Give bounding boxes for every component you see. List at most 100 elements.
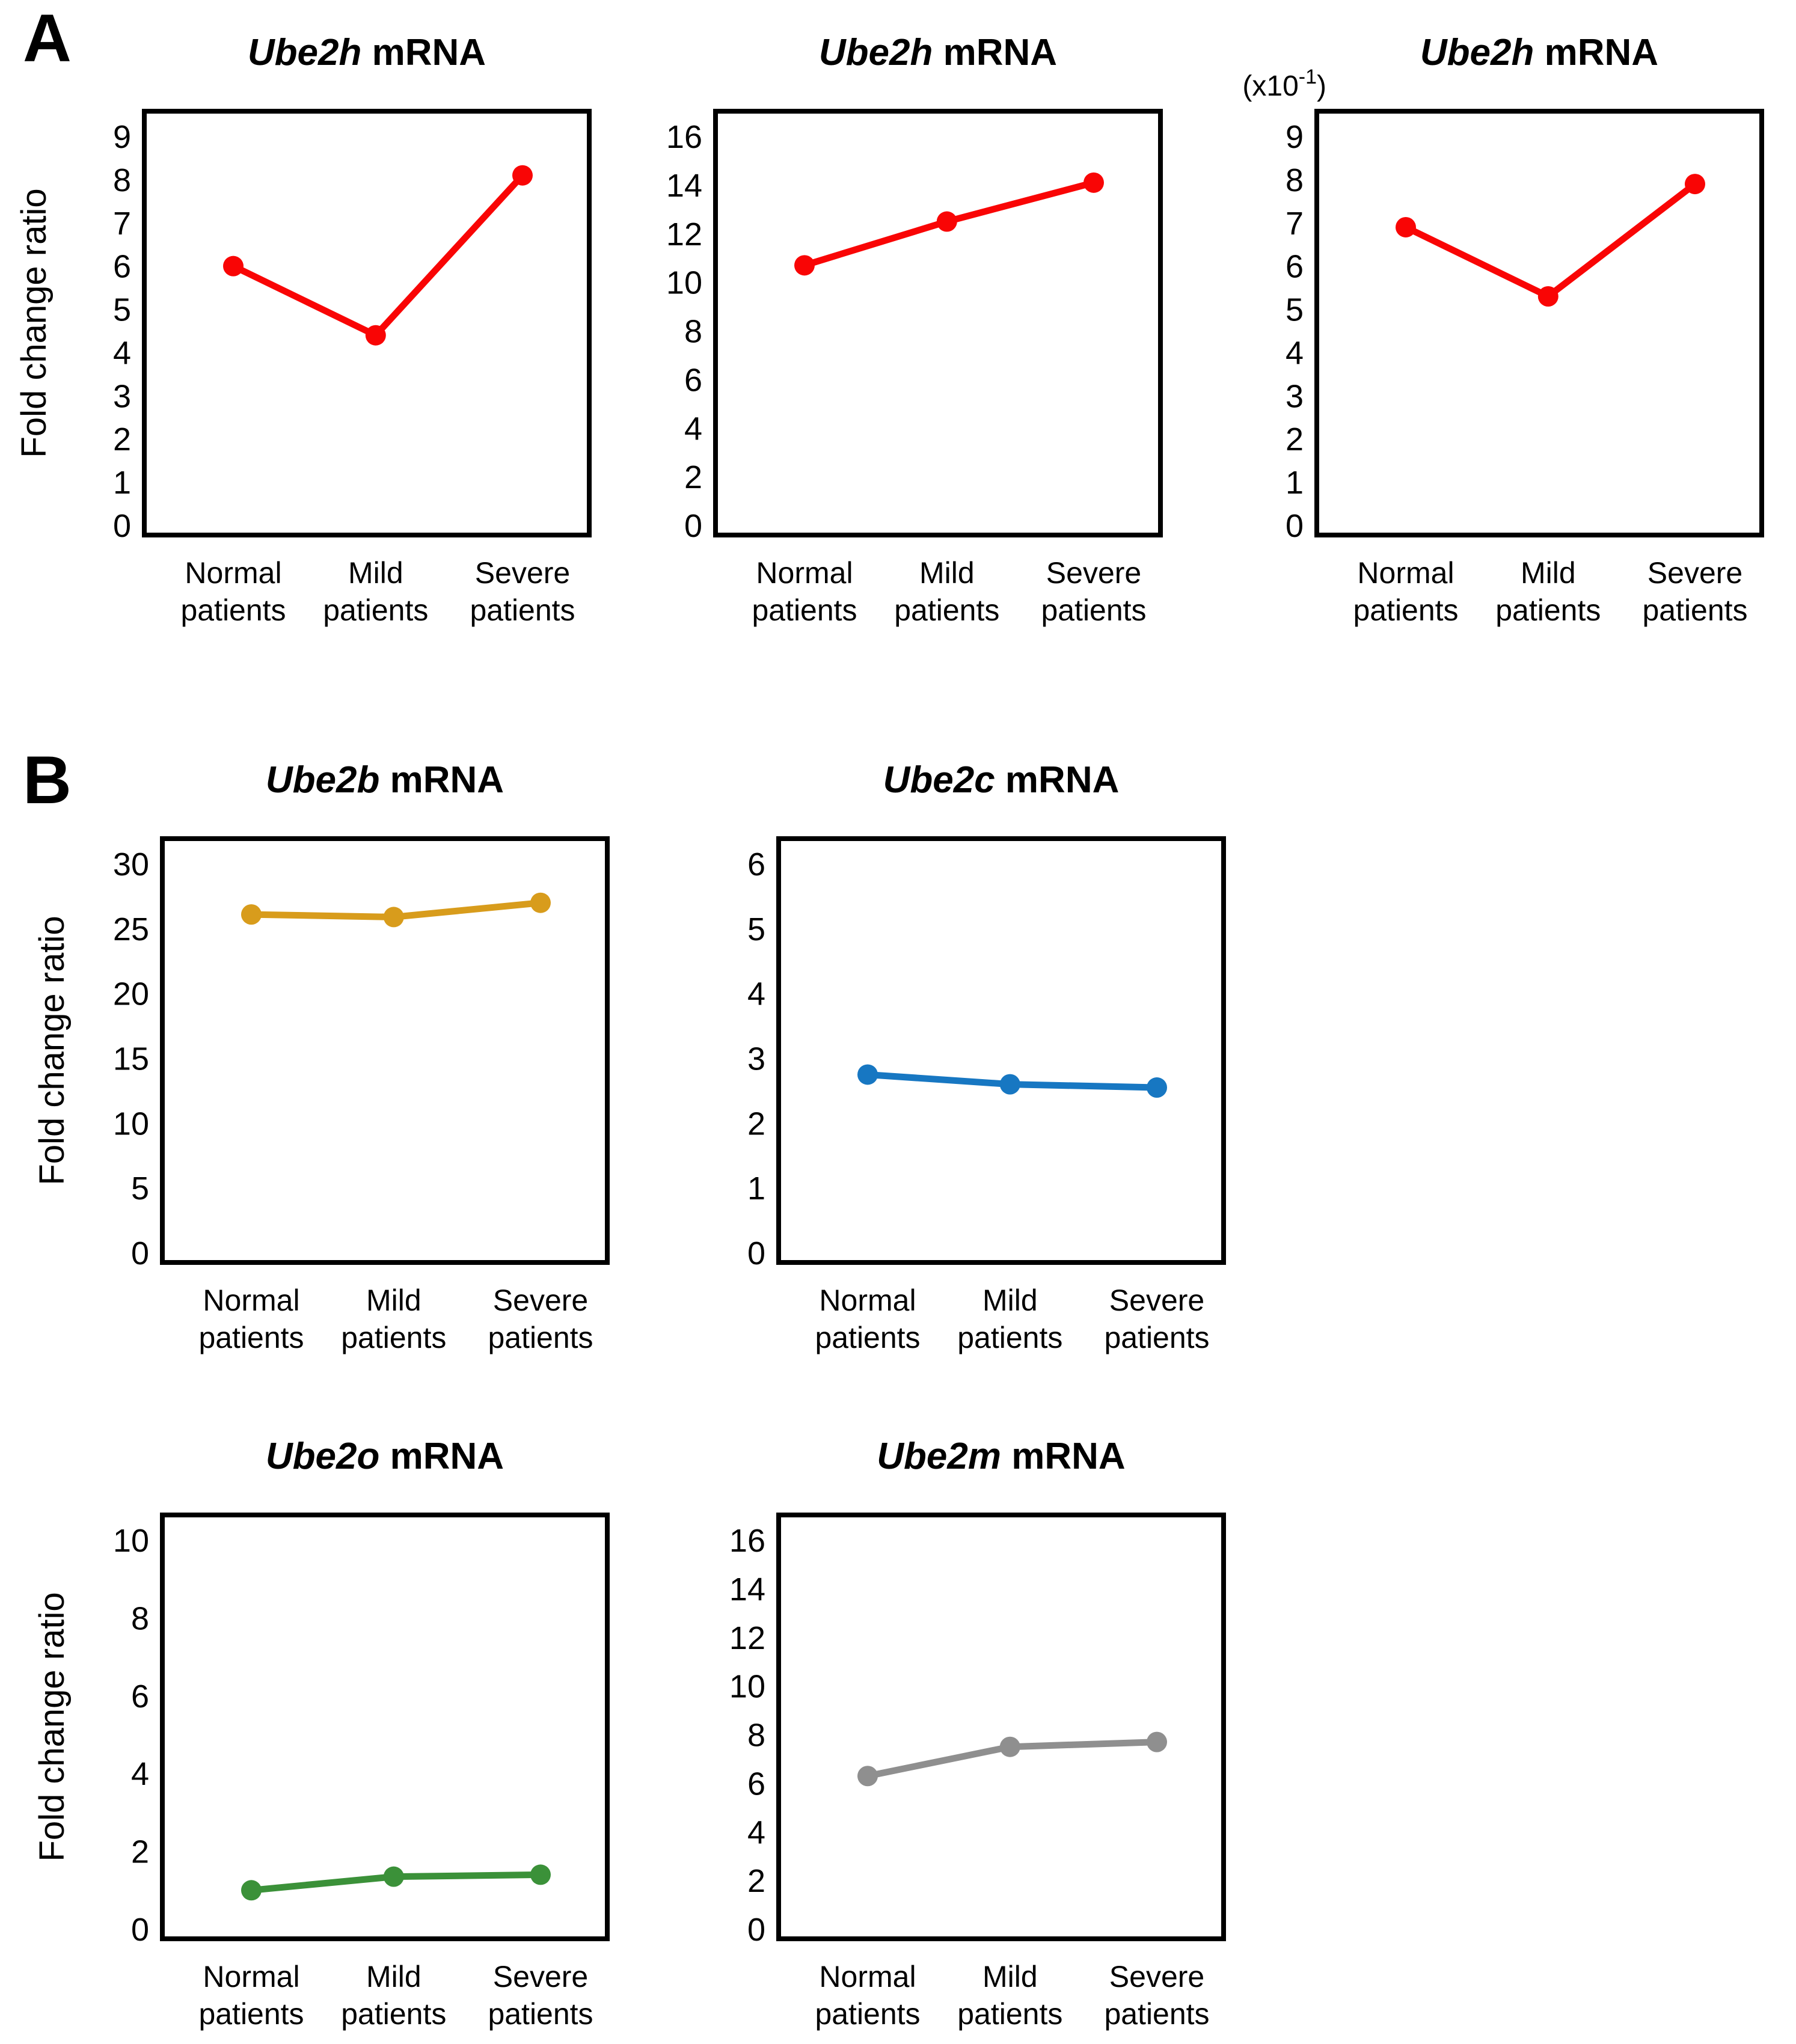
line-chart: Ube2o mRNA 0 2 4 6 8 10 Fold change ratio Normal… [32, 1436, 610, 2031]
data-point [1147, 1731, 1167, 1752]
data-point [530, 892, 551, 913]
chart-ube2h-right: Ube2h mRNA (x10-1) 0 1 2 3 4 5 6 7 8 9 Normal patient… [1185, 12, 1774, 715]
data-point [383, 1866, 404, 1887]
y-tick-label: 4 [1286, 335, 1304, 371]
data-point [512, 165, 533, 186]
y-tick-label: 2 [131, 1834, 149, 1870]
y-tick-label: 8 [113, 162, 131, 198]
x-category-label: Severe patients [1642, 556, 1747, 627]
y-tick-label: 9 [113, 119, 131, 155]
y-tick-label: 2 [747, 1106, 765, 1142]
plot-box [160, 1513, 610, 1941]
data-point [857, 1064, 878, 1085]
x-category-label: Mild patients [323, 556, 428, 627]
x-category-label: Normal patients [752, 556, 857, 627]
plot-box [160, 836, 610, 1265]
y-tick-label: 14 [666, 168, 702, 204]
panel-label-B: B [23, 742, 72, 818]
data-point [223, 256, 244, 277]
data-point [1083, 172, 1104, 193]
data-line [1402, 180, 1699, 300]
chart-title: Ube2h mRNA [819, 32, 1057, 73]
x-category-label: Mild patients [341, 1960, 446, 2031]
y-tick-label: 1 [747, 1170, 765, 1207]
chart-title: Ube2m mRNA [877, 1436, 1125, 1477]
y-tick-label: 9 [1286, 119, 1304, 155]
data-point [999, 1736, 1020, 1757]
y-tick-label: 4 [747, 1814, 765, 1850]
y-tick-label: 6 [113, 249, 131, 285]
chart-title: Ube2o mRNA [266, 1436, 504, 1477]
y-tick-label: 12 [666, 216, 702, 252]
y-tick-label: 20 [113, 976, 149, 1012]
y-tick-label: 2 [113, 421, 131, 457]
x-category-label: Normal patients [198, 1284, 304, 1354]
plot-box [142, 109, 592, 537]
y-tick-label: 10 [729, 1669, 765, 1705]
x-category-label: Severe patients [1104, 1284, 1209, 1354]
y-tick-label: 0 [131, 1912, 149, 1948]
x-category-label: Mild patients [957, 1284, 1062, 1354]
y-tick-label: 3 [747, 1041, 765, 1077]
y-tick-label: 4 [747, 976, 765, 1012]
x-category-label: Severe patients [488, 1284, 593, 1354]
y-tick-label: 16 [666, 119, 702, 155]
y-tick-label: 0 [747, 1912, 765, 1948]
y-tick-label: 1 [113, 465, 131, 501]
x-category-label: Severe patients [488, 1960, 593, 2031]
data-point [794, 255, 815, 276]
data-point [241, 904, 262, 925]
x-category-label: Severe patients [470, 556, 575, 627]
x-category-label: Severe patients [1104, 1960, 1209, 2031]
chart-ube2h-middle: Ube2h mRNA 0 2 4 6 8 10 12 14 16 Normal patients Mil… [583, 12, 1172, 715]
y-tick-label: 5 [131, 1170, 149, 1207]
y-tick-label: 14 [729, 1571, 765, 1608]
y-tick-label: 30 [113, 846, 149, 883]
data-point [365, 325, 386, 346]
line-chart: Ube2m mRNA 0 2 4 6 8 10 12 14 16 Normal patients Mil… [729, 1436, 1226, 2031]
y-tick-label: 1 [1286, 465, 1304, 501]
x-category-label: Normal patients [815, 1960, 920, 2031]
data-line [230, 172, 526, 339]
y-tick-label: 25 [113, 911, 149, 947]
y-tick-label: 6 [747, 1766, 765, 1802]
plot-box [713, 109, 1163, 537]
y-axis-label: Fold change ratio [14, 188, 54, 457]
y-tick-label: 2 [1286, 421, 1304, 457]
y-tick-label: 0 [684, 508, 702, 544]
y-tick-label: 3 [1286, 378, 1304, 414]
y-tick-label: 5 [113, 292, 131, 328]
x-category-label: Severe patients [1041, 556, 1146, 627]
y-tick-label: 8 [684, 314, 702, 350]
line-chart: Ube2h mRNA (x10-1) 0 1 2 3 4 5 6 7 8 9 Normal patient… [1242, 32, 1764, 627]
line-chart: Ube2c mRNA 0 1 2 3 4 5 6 Normal patients Mild patie… [747, 759, 1226, 1354]
y-tick-label: 0 [131, 1235, 149, 1271]
line-chart: Ube2h mRNA 0 1 2 3 4 5 6 7 8 9 Fold change ratio Nor… [14, 32, 592, 627]
y-tick-label: 5 [1286, 292, 1304, 328]
chart-ube2b: Ube2b mRNA 0 5 10 15 20 25 30 Fold change ratio N… [30, 739, 619, 1443]
y-tick-label: 6 [1286, 249, 1304, 285]
data-point [1537, 286, 1558, 307]
y-tick-label: 8 [131, 1600, 149, 1636]
data-point [241, 1880, 262, 1901]
chart-title: Ube2h mRNA [248, 32, 486, 73]
y-tick-label: 0 [1286, 508, 1304, 544]
y-tick-label: 16 [729, 1523, 765, 1559]
y-tick-label: 0 [747, 1235, 765, 1271]
plot-box [1314, 109, 1764, 537]
data-point [1685, 174, 1705, 195]
chart-title: Ube2b mRNA [266, 759, 504, 801]
y-axis-label: Fold change ratio [32, 1592, 72, 1861]
x-category-label: Normal patients [1353, 556, 1458, 627]
chart-ube2o: Ube2o mRNA 0 2 4 6 8 10 Fold change ratio Normal… [30, 1416, 619, 2044]
x-category-label: Normal patients [815, 1284, 920, 1354]
y-tick-label: 8 [1286, 162, 1304, 198]
x-category-label: Mild patients [957, 1960, 1062, 2031]
data-point [1396, 216, 1416, 237]
y-axis-label: Fold change ratio [32, 916, 72, 1185]
x-category-label: Normal patients [198, 1960, 304, 2031]
y-tick-label: 2 [684, 459, 702, 495]
data-point [936, 211, 957, 232]
y-tick-label: 6 [131, 1678, 149, 1715]
